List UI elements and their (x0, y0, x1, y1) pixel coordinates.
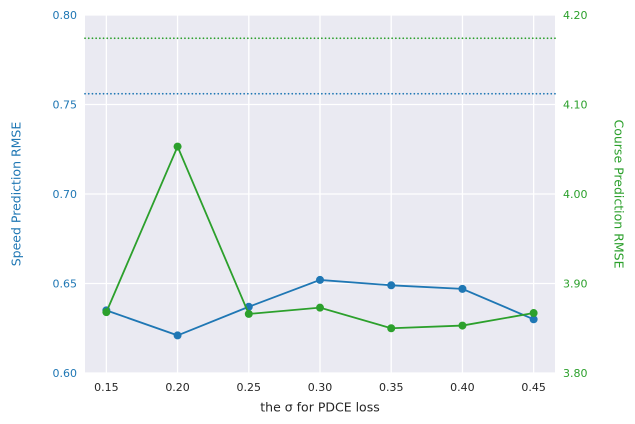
data-point-course-rmse (458, 321, 467, 330)
x-tick-label: 0.15 (94, 381, 119, 394)
y-axis-label-left: Speed Prediction RMSE (8, 121, 24, 267)
y-tick-label-left: 0.70 (53, 188, 78, 201)
data-point-speed-rmse (173, 331, 182, 340)
x-tick-label: 0.25 (237, 381, 262, 394)
x-tick-label: 0.45 (521, 381, 546, 394)
y-axis-label-right: Course Prediction RMSE (611, 119, 627, 269)
x-tick-label: 0.40 (450, 381, 475, 394)
data-point-speed-rmse (458, 284, 467, 293)
data-point-course-rmse (387, 324, 396, 333)
data-point-course-rmse (316, 303, 324, 312)
x-tick-label: 0.35 (379, 381, 404, 394)
y-tick-label-left: 0.60 (53, 367, 78, 380)
y-tick-label-left: 0.75 (53, 99, 78, 112)
data-point-speed-rmse (529, 315, 538, 324)
data-point-speed-rmse (387, 281, 396, 290)
x-tick-label: 0.30 (308, 381, 333, 394)
x-axis-label: the σ for PDCE loss (260, 399, 380, 415)
x-tick-label: 0.20 (165, 381, 190, 394)
y-tick-label-right: 3.90 (563, 278, 588, 291)
data-point-speed-rmse (316, 275, 324, 284)
data-point-course-rmse (173, 142, 182, 151)
y-tick-label-left: 0.65 (53, 278, 78, 291)
y-tick-label-right: 4.20 (563, 9, 588, 22)
y-tick-label-left: 0.80 (53, 9, 78, 22)
data-point-course-rmse (102, 308, 111, 317)
data-point-course-rmse (244, 309, 253, 318)
y-tick-label-right: 3.80 (563, 367, 588, 380)
data-point-course-rmse (529, 309, 538, 318)
y-tick-label-right: 4.00 (563, 188, 588, 201)
y-tick-label-right: 4.10 (563, 99, 588, 112)
